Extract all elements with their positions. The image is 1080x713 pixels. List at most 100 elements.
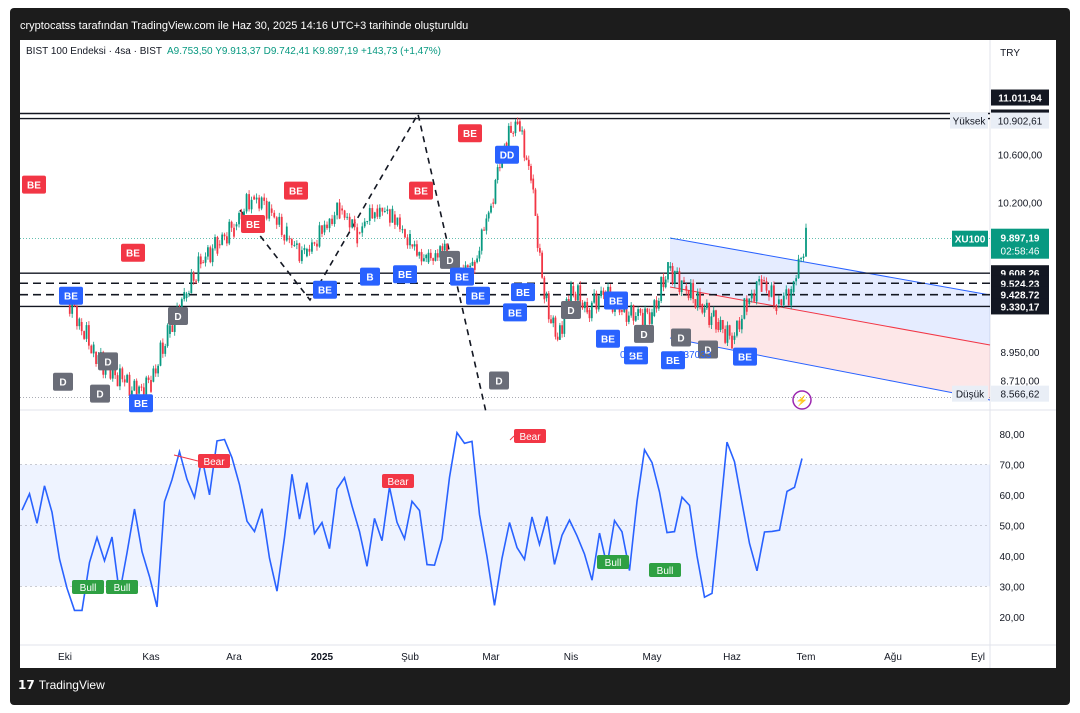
signal-label: BE	[134, 399, 148, 410]
candle	[719, 320, 722, 330]
signal-badge	[561, 301, 581, 320]
candle	[775, 305, 778, 312]
candle	[701, 304, 704, 313]
candle	[216, 237, 219, 254]
candle	[157, 365, 160, 374]
lightning-icon	[792, 390, 812, 410]
change-value: +143,73 (+1,47%)	[360, 46, 442, 57]
rsi-tick-label: 50,00	[999, 521, 1024, 532]
candle	[185, 293, 188, 299]
candle	[678, 271, 681, 293]
zigzag-projection-line	[239, 111, 487, 413]
candle	[770, 285, 773, 297]
signal-label: D	[567, 306, 574, 317]
candle	[388, 209, 391, 223]
candle	[554, 317, 557, 337]
candle	[753, 293, 756, 302]
signal-label: BE	[318, 286, 332, 297]
candle	[270, 208, 273, 213]
candle	[780, 299, 783, 306]
last-price-value: 9.897,19	[1001, 234, 1040, 245]
signal-label: BE	[601, 335, 615, 346]
candle	[147, 377, 150, 380]
candle	[338, 202, 341, 219]
signal-badge	[661, 351, 685, 370]
candle	[192, 273, 195, 281]
candle	[425, 254, 428, 259]
candle	[429, 252, 432, 259]
candle	[773, 285, 775, 306]
signal-badge	[409, 181, 433, 200]
candle	[427, 252, 430, 263]
candle	[736, 320, 738, 336]
signal-badge	[90, 384, 110, 403]
candle	[164, 346, 167, 354]
candle	[597, 296, 600, 310]
candle	[795, 278, 798, 282]
signal-badge	[129, 394, 153, 413]
candle	[476, 258, 479, 263]
signal-badge	[450, 267, 474, 286]
tradingview-brand[interactable]: TradingView	[38, 678, 105, 692]
open-value: A9.753,50	[167, 46, 213, 57]
candle	[306, 248, 308, 257]
candle	[639, 309, 642, 313]
rsi-tick-label: 60,00	[999, 491, 1024, 502]
level-price-tag-text: 11.011,94	[998, 94, 1042, 105]
candle	[211, 248, 214, 263]
candle	[333, 215, 336, 224]
candle	[558, 325, 561, 340]
chart-panel[interactable]	[20, 40, 1056, 668]
level-price-tag-text: 9.330,17	[1001, 302, 1040, 313]
time-tick-label: Ara	[226, 652, 242, 663]
candle	[346, 216, 349, 218]
signal-label: D	[495, 377, 502, 388]
candle	[618, 307, 621, 313]
signal-badge	[698, 340, 718, 359]
candle	[641, 312, 644, 328]
candle	[92, 344, 95, 354]
rsi-tick-label: 40,00	[999, 552, 1024, 563]
currency-label[interactable]: TRY	[1000, 48, 1020, 59]
candle	[586, 302, 589, 313]
rsi-divergence-line	[509, 435, 515, 441]
candle	[505, 142, 508, 149]
tradingview-logo-icon: 𝟭𝟳	[18, 678, 35, 692]
candle	[439, 246, 441, 258]
symbol-name[interactable]: BIST 100 Endeksi · 4sa · BIST	[26, 46, 162, 57]
candle	[83, 331, 86, 339]
candle	[95, 351, 97, 364]
symbol-info-line: BIST 100 Endeksi · 4sa · BIST A9.753,50 …	[26, 46, 441, 57]
channel-lower-fill	[670, 287, 990, 400]
candle	[644, 308, 646, 328]
candle	[273, 212, 276, 218]
candle	[692, 282, 695, 300]
signal-badge	[284, 181, 308, 200]
candle	[651, 312, 653, 324]
candle	[436, 253, 439, 258]
candle	[567, 299, 570, 302]
candle	[152, 368, 155, 382]
channel-mid-line	[669, 286, 991, 346]
candle	[123, 379, 126, 383]
candle	[516, 121, 519, 124]
candle	[331, 218, 333, 224]
candle	[119, 368, 121, 387]
rsi-tick-label: 70,00	[999, 461, 1024, 472]
candle	[480, 229, 483, 251]
candle	[552, 317, 555, 324]
candle	[667, 262, 669, 280]
level-price-tag-text: 9.524,23	[1001, 279, 1040, 290]
candle	[634, 316, 637, 321]
signal-label: BE	[738, 353, 752, 364]
time-tick-label: Tem	[797, 652, 816, 663]
candle	[90, 345, 93, 354]
candle	[483, 229, 485, 231]
candle	[214, 237, 216, 249]
candle	[161, 342, 164, 354]
candle	[260, 197, 263, 209]
candle	[268, 201, 271, 219]
candle	[733, 335, 736, 340]
candle	[71, 301, 74, 314]
